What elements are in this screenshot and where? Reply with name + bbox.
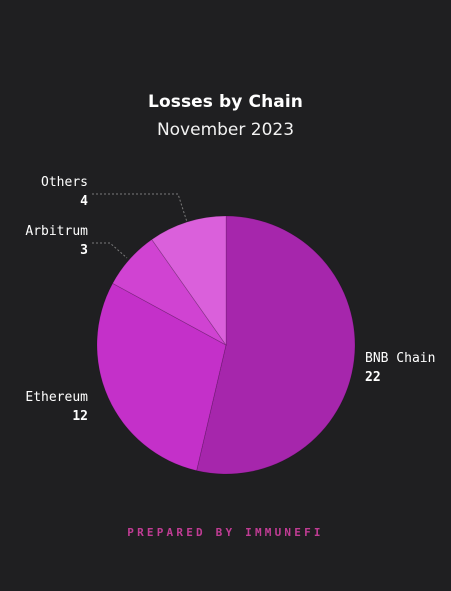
slice-label-arbitrum: Arbitrum bbox=[25, 224, 88, 239]
slice-value-ethereum: 12 bbox=[72, 409, 88, 424]
pie-slice-others bbox=[151, 215, 227, 347]
slice-label-others: Others bbox=[41, 175, 88, 190]
slice-value-arbitrum: 3 bbox=[80, 243, 88, 258]
slice-label-bnb-chain: BNB Chain bbox=[365, 351, 435, 366]
pie-slice-arbitrum bbox=[112, 238, 227, 346]
leader-line-others bbox=[92, 193, 188, 223]
leader-line-arbitrum bbox=[92, 242, 128, 259]
footer-credit: PREPARED BY IMMUNEFI bbox=[127, 526, 324, 539]
chart-title: Losses by Chain bbox=[148, 92, 303, 112]
slice-label-ethereum: Ethereum bbox=[25, 390, 88, 405]
title-block: Losses by Chain November 2023 bbox=[0, 90, 451, 144]
pie-slice-ethereum bbox=[96, 282, 227, 472]
chart-subtitle: November 2023 bbox=[156, 120, 295, 140]
slice-value-others: 4 bbox=[80, 194, 88, 209]
pie-slice-bnb-chain bbox=[196, 215, 356, 475]
slice-value-bnb-chain: 22 bbox=[365, 370, 381, 385]
